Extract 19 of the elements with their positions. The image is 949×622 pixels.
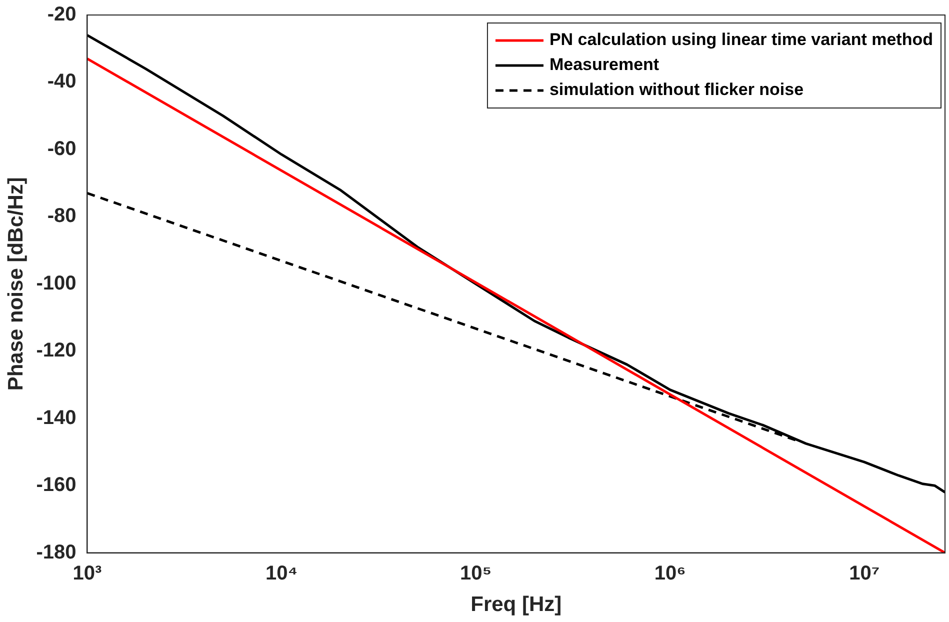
x-tick-label: 10⁵: [460, 562, 492, 584]
y-tick-label: -100: [36, 272, 76, 294]
x-tick-label: 10⁴: [265, 562, 298, 584]
legend-label: PN calculation using linear time variant method: [549, 30, 933, 50]
x-tick-label: 10⁷: [849, 562, 880, 584]
x-tick-label: 10³: [72, 562, 102, 584]
legend-label: Measurement: [549, 55, 660, 74]
y-tick-label: -60: [47, 138, 76, 160]
x-axis-title: Freq [Hz]: [470, 593, 562, 616]
y-tick-label: -180: [36, 541, 76, 564]
y-tick-label: -40: [47, 70, 76, 93]
y-tick-label: -160: [36, 474, 76, 496]
y-tick-label: -140: [36, 406, 76, 429]
y-tick-label: -80: [47, 205, 76, 228]
y-axis-title: Phase noise [dBc/Hz]: [4, 177, 28, 391]
x-tick-label: 10⁶: [654, 562, 686, 584]
y-tick-label: -120: [36, 340, 76, 362]
legend-label: simulation without flicker noise: [549, 80, 804, 100]
y-tick-label: -20: [47, 4, 76, 26]
